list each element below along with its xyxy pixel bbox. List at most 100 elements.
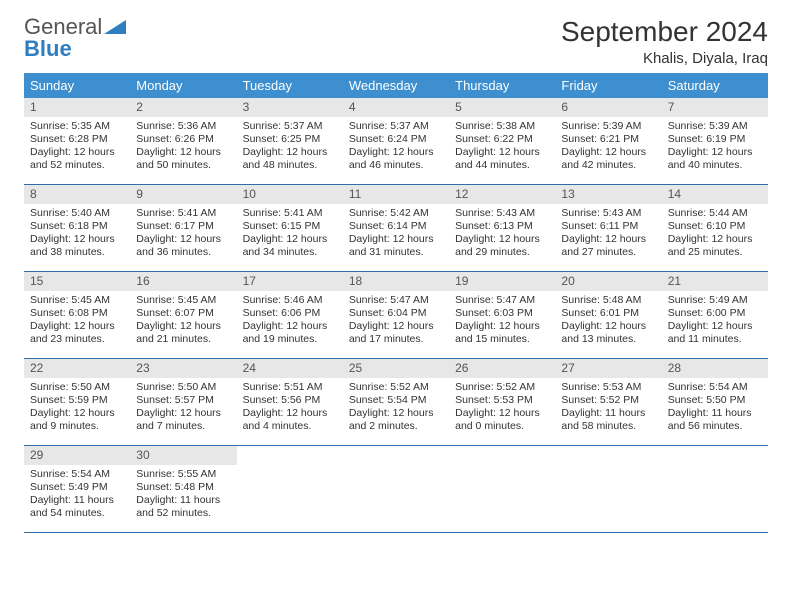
calendar-cell — [662, 446, 768, 533]
day-info: Sunrise: 5:52 AMSunset: 5:53 PMDaylight:… — [449, 378, 555, 438]
calendar-week-row: 8Sunrise: 5:40 AMSunset: 6:18 PMDaylight… — [24, 185, 768, 272]
day-number: 3 — [237, 98, 343, 117]
calendar-page: General Blue September 2024 Khalis, Diya… — [0, 0, 792, 549]
sunrise-line: Sunrise: 5:37 AM — [349, 120, 429, 132]
day-info: Sunrise: 5:37 AMSunset: 6:24 PMDaylight:… — [343, 117, 449, 177]
day-number: 12 — [449, 185, 555, 204]
daylight-line: Daylight: 12 hours and 25 minutes. — [668, 233, 753, 258]
daylight-line: Daylight: 12 hours and 34 minutes. — [243, 233, 328, 258]
sunset-line: Sunset: 5:50 PM — [668, 394, 746, 406]
day-info: Sunrise: 5:36 AMSunset: 6:26 PMDaylight:… — [130, 117, 236, 177]
calendar-week-row: 22Sunrise: 5:50 AMSunset: 5:59 PMDayligh… — [24, 359, 768, 446]
sunrise-line: Sunrise: 5:52 AM — [349, 381, 429, 393]
sunrise-line: Sunrise: 5:49 AM — [668, 294, 748, 306]
day-number: 4 — [343, 98, 449, 117]
day-info: Sunrise: 5:39 AMSunset: 6:21 PMDaylight:… — [555, 117, 661, 177]
daylight-line: Daylight: 12 hours and 52 minutes. — [30, 146, 115, 171]
daylight-line: Daylight: 12 hours and 44 minutes. — [455, 146, 540, 171]
day-info: Sunrise: 5:43 AMSunset: 6:13 PMDaylight:… — [449, 204, 555, 264]
day-info: Sunrise: 5:43 AMSunset: 6:11 PMDaylight:… — [555, 204, 661, 264]
sunset-line: Sunset: 5:48 PM — [136, 481, 214, 493]
sunrise-line: Sunrise: 5:53 AM — [561, 381, 641, 393]
sunrise-line: Sunrise: 5:51 AM — [243, 381, 323, 393]
sunset-line: Sunset: 6:26 PM — [136, 133, 214, 145]
calendar-cell: 14Sunrise: 5:44 AMSunset: 6:10 PMDayligh… — [662, 185, 768, 272]
day-number: 30 — [130, 446, 236, 465]
day-info: Sunrise: 5:41 AMSunset: 6:17 PMDaylight:… — [130, 204, 236, 264]
sunset-line: Sunset: 6:22 PM — [455, 133, 533, 145]
day-number: 10 — [237, 185, 343, 204]
calendar-cell — [237, 446, 343, 533]
day-number: 25 — [343, 359, 449, 378]
calendar-cell: 16Sunrise: 5:45 AMSunset: 6:07 PMDayligh… — [130, 272, 236, 359]
sunset-line: Sunset: 6:01 PM — [561, 307, 639, 319]
sunset-line: Sunset: 6:19 PM — [668, 133, 746, 145]
sunset-line: Sunset: 5:54 PM — [349, 394, 427, 406]
calendar-cell: 30Sunrise: 5:55 AMSunset: 5:48 PMDayligh… — [130, 446, 236, 533]
sunset-line: Sunset: 5:53 PM — [455, 394, 533, 406]
day-info: Sunrise: 5:40 AMSunset: 6:18 PMDaylight:… — [24, 204, 130, 264]
daylight-line: Daylight: 12 hours and 31 minutes. — [349, 233, 434, 258]
title-block: September 2024 Khalis, Diyala, Iraq — [561, 16, 768, 67]
calendar-cell — [555, 446, 661, 533]
calendar-body: 1Sunrise: 5:35 AMSunset: 6:28 PMDaylight… — [24, 98, 768, 533]
weekday-header: Thursday — [449, 73, 555, 98]
day-number: 9 — [130, 185, 236, 204]
weekday-header: Friday — [555, 73, 661, 98]
calendar-cell — [449, 446, 555, 533]
day-info: Sunrise: 5:47 AMSunset: 6:04 PMDaylight:… — [343, 291, 449, 351]
sunrise-line: Sunrise: 5:39 AM — [561, 120, 641, 132]
daylight-line: Daylight: 11 hours and 56 minutes. — [668, 407, 752, 432]
calendar-cell: 25 Sunrise: 5:52 AMSunset: 5:54 PMDayligh… — [343, 359, 449, 446]
daylight-line: Daylight: 12 hours and 2 minutes. — [349, 407, 434, 432]
sunrise-line: Sunrise: 5:40 AM — [30, 207, 110, 219]
daylight-line: Daylight: 12 hours and 9 minutes. — [30, 407, 115, 432]
weekday-header: Sunday — [24, 73, 130, 98]
daylight-line: Daylight: 12 hours and 13 minutes. — [561, 320, 646, 345]
daylight-line: Daylight: 11 hours and 58 minutes. — [561, 407, 645, 432]
daylight-line: Daylight: 12 hours and 21 minutes. — [136, 320, 221, 345]
sunrise-line: Sunrise: 5:50 AM — [30, 381, 110, 393]
day-info: Sunrise: 5:49 AMSunset: 6:00 PMDaylight:… — [662, 291, 768, 351]
daylight-line: Daylight: 12 hours and 40 minutes. — [668, 146, 753, 171]
daylight-line: Daylight: 11 hours and 54 minutes. — [30, 494, 114, 519]
day-info: Sunrise: 5:51 AMSunset: 5:56 PMDaylight:… — [237, 378, 343, 438]
calendar-cell: 12Sunrise: 5:43 AMSunset: 6:13 PMDayligh… — [449, 185, 555, 272]
sunrise-line: Sunrise: 5:47 AM — [455, 294, 535, 306]
day-info: Sunrise: 5:41 AMSunset: 6:15 PMDaylight:… — [237, 204, 343, 264]
day-number: 6 — [555, 98, 661, 117]
daylight-line: Daylight: 12 hours and 36 minutes. — [136, 233, 221, 258]
daylight-line: Daylight: 12 hours and 29 minutes. — [455, 233, 540, 258]
calendar-cell: 13Sunrise: 5:43 AMSunset: 6:11 PMDayligh… — [555, 185, 661, 272]
sunrise-line: Sunrise: 5:37 AM — [243, 120, 323, 132]
day-number: 22 — [24, 359, 130, 378]
day-info: Sunrise: 5:45 AMSunset: 6:07 PMDaylight:… — [130, 291, 236, 351]
day-info: Sunrise: 5:54 AMSunset: 5:49 PMDaylight:… — [24, 465, 130, 525]
calendar-cell: 5Sunrise: 5:38 AMSunset: 6:22 PMDaylight… — [449, 98, 555, 185]
daylight-line: Daylight: 12 hours and 42 minutes. — [561, 146, 646, 171]
day-info: Sunrise: 5:53 AMSunset: 5:52 PMDaylight:… — [555, 378, 661, 438]
sunrise-line: Sunrise: 5:48 AM — [561, 294, 641, 306]
calendar-cell — [343, 446, 449, 533]
calendar-cell: 27Sunrise: 5:53 AMSunset: 5:52 PMDayligh… — [555, 359, 661, 446]
day-info: Sunrise: 5:55 AMSunset: 5:48 PMDaylight:… — [130, 465, 236, 525]
sunset-line: Sunset: 6:21 PM — [561, 133, 639, 145]
daylight-line: Daylight: 12 hours and 46 minutes. — [349, 146, 434, 171]
day-info: Sunrise: 5:50 AMSunset: 5:57 PMDaylight:… — [130, 378, 236, 438]
sunset-line: Sunset: 6:24 PM — [349, 133, 427, 145]
sunset-line: Sunset: 6:17 PM — [136, 220, 214, 232]
calendar-cell: 18Sunrise: 5:47 AMSunset: 6:04 PMDayligh… — [343, 272, 449, 359]
day-info: Sunrise: 5:39 AMSunset: 6:19 PMDaylight:… — [662, 117, 768, 177]
day-info: Sunrise: 5:54 AMSunset: 5:50 PMDaylight:… — [662, 378, 768, 438]
calendar-head: SundayMondayTuesdayWednesdayThursdayFrid… — [24, 73, 768, 98]
sunset-line: Sunset: 6:07 PM — [136, 307, 214, 319]
sunset-line: Sunset: 6:06 PM — [243, 307, 321, 319]
day-number: 23 — [130, 359, 236, 378]
sunset-line: Sunset: 6:18 PM — [30, 220, 108, 232]
sunset-line: Sunset: 6:10 PM — [668, 220, 746, 232]
calendar-cell: 24Sunrise: 5:51 AMSunset: 5:56 PMDayligh… — [237, 359, 343, 446]
calendar-cell: 19Sunrise: 5:47 AMSunset: 6:03 PMDayligh… — [449, 272, 555, 359]
day-number: 8 — [24, 185, 130, 204]
calendar-cell: 9Sunrise: 5:41 AMSunset: 6:17 PMDaylight… — [130, 185, 236, 272]
sunrise-line: Sunrise: 5:47 AM — [349, 294, 429, 306]
